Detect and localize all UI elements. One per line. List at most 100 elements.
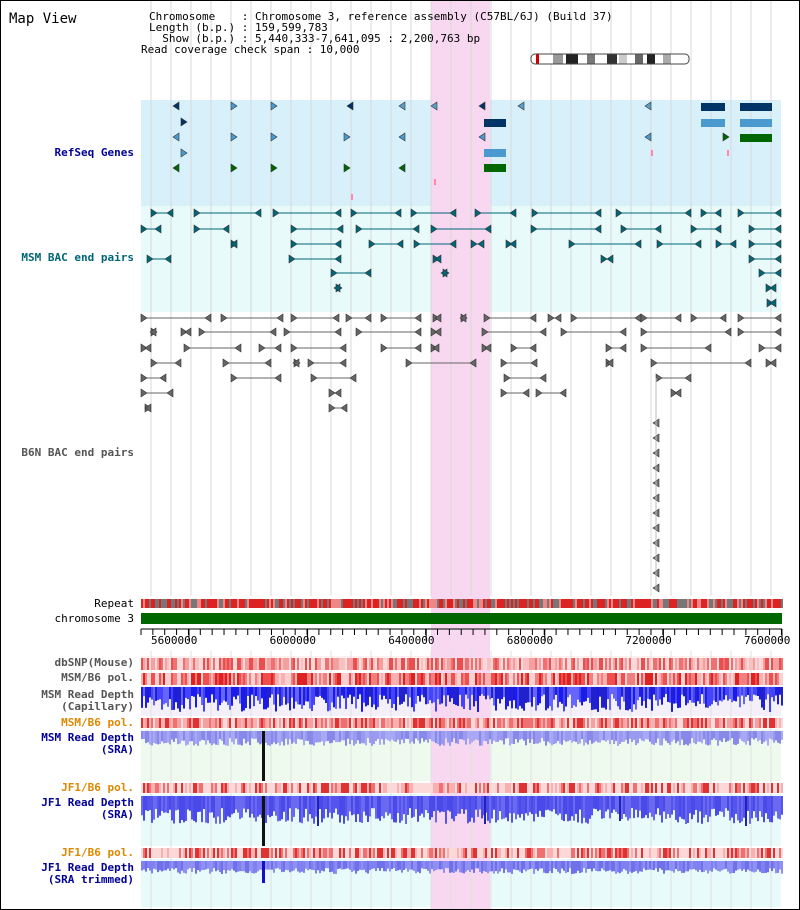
msm-capillary-depth-bar: [629, 687, 631, 710]
jf1-pol-cell: [321, 783, 323, 793]
jf1-sra-depth-bar: [293, 796, 295, 817]
jf1-trimmed-depth-bar: [709, 861, 711, 871]
msm-pol2-cell: [387, 718, 389, 728]
b6n-bac-pair-end: [234, 343, 242, 353]
jf1-trimmed-depth-bar: [271, 861, 273, 870]
track-label-dbsnp[interactable]: dbSNP(Mouse): [54, 656, 134, 669]
msm-pol2-cell: [239, 718, 241, 728]
jf1-pol2-cell: [517, 848, 519, 858]
msm-capillary-depth-bar: [163, 687, 165, 705]
msm-pol2-cell: [193, 718, 195, 728]
track-label-msm-bac[interactable]: MSM BAC end pairs: [21, 251, 134, 264]
repeat-block: [353, 599, 355, 608]
jf1-pol2-cell: [147, 848, 149, 858]
msm-pol-cell: [553, 673, 555, 685]
track-label-jf1-depth-trimmed[interactable]: JF1 Read Depth (SRA trimmed): [41, 862, 134, 886]
msm-sra-depth-bar: [573, 731, 575, 742]
msm-pol2-cell: [421, 718, 423, 728]
dbsnp-cell: [457, 658, 459, 670]
msm-pol-cell: [437, 673, 439, 685]
track-label-msm-depth-sra[interactable]: MSM Read Depth (SRA): [41, 732, 134, 756]
msm-bac-pair-end: [166, 208, 174, 218]
track-label-chromosome[interactable]: chromosome 3: [54, 612, 134, 625]
msm-capillary-depth-bar: [171, 687, 173, 711]
repeat-block: [749, 599, 751, 608]
jf1-pol2-cell: [563, 848, 565, 858]
msm-pol2-cell: [483, 718, 485, 728]
jf1-pol2-cell: [321, 848, 323, 858]
b6n-bac-pair-end: [510, 343, 518, 353]
msm-capillary-depth-bar: [573, 687, 575, 706]
msm-pol-cell: [545, 673, 547, 685]
track-label-msm-pol-1[interactable]: MSM/B6 pol.: [61, 671, 134, 684]
msm-pol-cell: [683, 673, 685, 685]
dbsnp-cell: [621, 658, 623, 670]
jf1-sra-depth-bar: [323, 796, 325, 819]
jf1-pol2-cell: [467, 848, 469, 858]
msm-capillary-depth-bar: [187, 687, 189, 700]
repeat-block: [385, 599, 387, 608]
msm-sra-depth-bar: [621, 731, 623, 742]
msm-sra-depth-bar: [291, 731, 293, 744]
msm-pol2-cell: [639, 718, 641, 728]
jf1-trimmed-depth-bar: [677, 861, 679, 872]
jf1-pol2-cell: [223, 848, 225, 858]
track-label-b6n-bac[interactable]: B6N BAC end pairs: [21, 446, 134, 459]
jf1-pol2-cell: [381, 848, 383, 858]
msm-pol-cell: [661, 673, 663, 685]
dbsnp-cell: [777, 658, 779, 670]
msm-bac-pair-end: [714, 224, 722, 234]
jf1-sra-depth-bar: [311, 796, 313, 819]
dbsnp-cell: [355, 658, 357, 670]
msm-pol2-cell: [485, 718, 487, 728]
jf1-trimmed-depth-bar: [765, 861, 767, 873]
track-label-refseq[interactable]: RefSeq Genes: [54, 146, 134, 159]
msm-sra-depth-bar: [735, 731, 737, 746]
ideogram-outline: [530, 53, 690, 65]
msm-sra-depth-bar: [459, 731, 461, 740]
jf1-trimmed-depth-bar: [233, 861, 235, 871]
jf1-trimmed-depth-bar: [223, 861, 225, 871]
jf1-pol2-cell: [437, 848, 439, 858]
msm-pol-cell: [249, 673, 251, 685]
msm-pol-cell: [245, 673, 247, 685]
msm-pol2-cell: [367, 718, 369, 728]
msm-pol2-cell: [647, 718, 649, 728]
b6n-bac-pair-end: [769, 358, 777, 368]
repeat-block: [781, 599, 783, 608]
jf1-trimmed-depth-bar: [249, 861, 251, 872]
track-label-msm-pol-2[interactable]: MSM/B6 pol.: [61, 716, 134, 729]
track-label-jf1-pol-2[interactable]: JF1/B6 pol.: [61, 846, 134, 859]
jf1-sra-depth-bar: [217, 796, 219, 817]
msm-pol2-cell: [205, 718, 207, 728]
msm-pol2-cell: [225, 718, 227, 728]
jf1-sra-depth-bar: [551, 796, 553, 812]
repeat-block: [609, 599, 611, 608]
repeat-block: [317, 599, 319, 608]
msm-pol-cell: [273, 673, 275, 685]
jf1-pol2-cell: [391, 848, 393, 858]
track-label-jf1-depth-sra[interactable]: JF1 Read Depth (SRA): [41, 797, 134, 821]
msm-bac-pair-end: [410, 208, 418, 218]
ideogram-band: [647, 54, 655, 64]
repeat-block: [671, 599, 673, 608]
msm-sra-depth-bar: [211, 731, 213, 746]
jf1-trimmed-depth-bar: [455, 861, 457, 872]
msm-pol2-cell: [507, 718, 509, 728]
jf1-pol2-cell: [187, 848, 189, 858]
msm-pol-cell: [275, 673, 277, 685]
track-label-jf1-pol-1[interactable]: JF1/B6 pol.: [61, 781, 134, 794]
jf1-sra-depth-bar: [535, 796, 537, 814]
repeat-block: [289, 599, 291, 608]
msm-pol-cell: [519, 673, 521, 685]
dbsnp-cell: [273, 658, 275, 670]
b6n-bac-pair-end: [144, 403, 152, 413]
msm-pol-cell: [729, 673, 731, 685]
track-label-repeat[interactable]: Repeat: [94, 597, 134, 610]
dbsnp-cell: [751, 658, 753, 670]
jf1-pol2-cell: [549, 848, 551, 858]
repeat-block: [441, 599, 443, 608]
track-label-msm-depth-capillary[interactable]: MSM Read Depth (Capillary): [41, 689, 134, 713]
repeat-block: [423, 599, 425, 608]
